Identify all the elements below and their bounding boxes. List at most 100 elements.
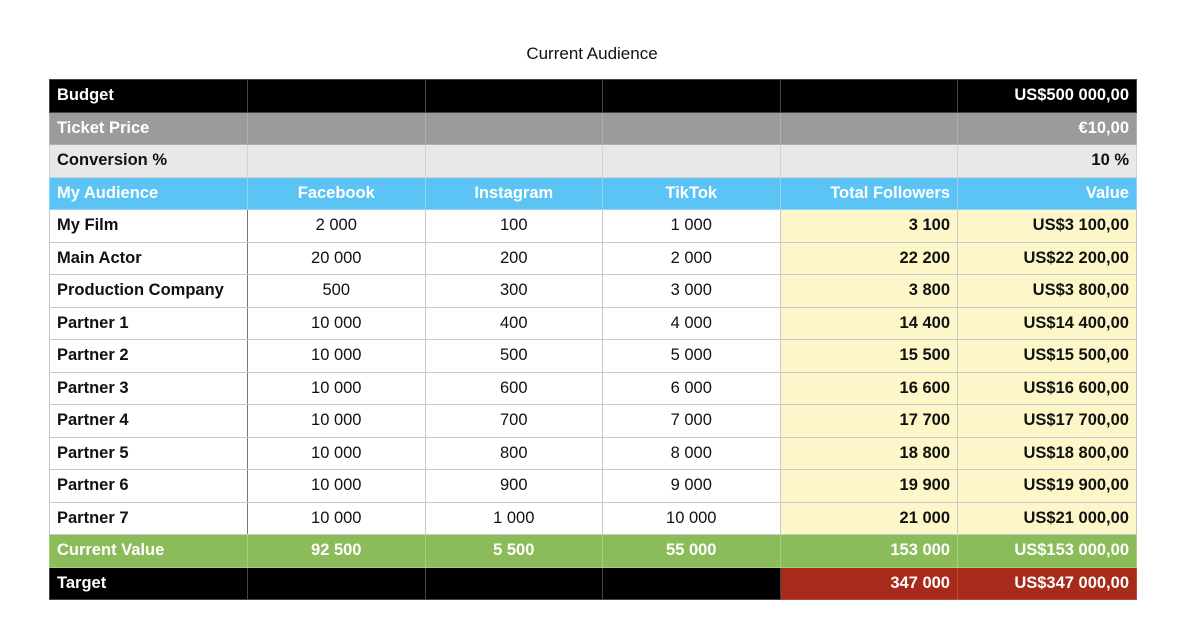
- current-value-cell[interactable]: US$153 000,00: [957, 534, 1137, 568]
- tiktok-cell[interactable]: 1 000: [602, 209, 781, 243]
- instagram-cell[interactable]: 600: [424, 371, 603, 405]
- current-total-followers-cell[interactable]: 153 000: [779, 534, 958, 568]
- instagram-cell[interactable]: 100: [424, 209, 603, 243]
- value-cell[interactable]: US$14 400,00: [957, 306, 1137, 340]
- facebook-cell[interactable]: 10 000: [247, 306, 426, 340]
- table-cell[interactable]: [424, 566, 603, 600]
- ticket-price-value[interactable]: €10,00: [957, 111, 1137, 145]
- table-cell[interactable]: [247, 566, 426, 600]
- table-row: Partner 7 10 000 1 000 10 000 21 000 US$…: [49, 501, 1137, 535]
- conversion-label[interactable]: Conversion %: [49, 144, 248, 178]
- total-followers-cell[interactable]: 22 200: [779, 241, 958, 275]
- facebook-cell[interactable]: 10 000: [247, 371, 426, 405]
- row-label[interactable]: Main Actor: [49, 241, 248, 275]
- table-cell[interactable]: [779, 79, 958, 113]
- target-value-cell[interactable]: US$347 000,00: [957, 566, 1137, 600]
- instagram-cell[interactable]: 200: [424, 241, 603, 275]
- budget-value[interactable]: US$500 000,00: [957, 79, 1137, 113]
- instagram-cell[interactable]: 400: [424, 306, 603, 340]
- table-cell[interactable]: [247, 111, 426, 145]
- table-cell[interactable]: [602, 79, 781, 113]
- tiktok-cell[interactable]: 7 000: [602, 404, 781, 438]
- facebook-cell[interactable]: 10 000: [247, 436, 426, 470]
- current-value-label[interactable]: Current Value: [49, 534, 248, 568]
- column-header-value[interactable]: Value: [957, 176, 1137, 210]
- tiktok-cell[interactable]: 6 000: [602, 371, 781, 405]
- value-cell[interactable]: US$18 800,00: [957, 436, 1137, 470]
- column-header-audience[interactable]: My Audience: [49, 176, 248, 210]
- total-followers-cell[interactable]: 19 900: [779, 469, 958, 503]
- table-cell[interactable]: [424, 79, 603, 113]
- column-header-instagram[interactable]: Instagram: [424, 176, 603, 210]
- row-label[interactable]: Production Company: [49, 274, 248, 308]
- facebook-cell[interactable]: 500: [247, 274, 426, 308]
- tiktok-cell[interactable]: 4 000: [602, 306, 781, 340]
- column-header-facebook[interactable]: Facebook: [247, 176, 426, 210]
- tiktok-cell[interactable]: 2 000: [602, 241, 781, 275]
- tiktok-cell[interactable]: 5 000: [602, 339, 781, 373]
- header-row: My Audience Facebook Instagram TikTok To…: [49, 176, 1137, 210]
- total-followers-cell[interactable]: 18 800: [779, 436, 958, 470]
- instagram-cell[interactable]: 500: [424, 339, 603, 373]
- row-label[interactable]: Partner 1: [49, 306, 248, 340]
- value-cell[interactable]: US$16 600,00: [957, 371, 1137, 405]
- row-label[interactable]: Partner 5: [49, 436, 248, 470]
- value-cell[interactable]: US$17 700,00: [957, 404, 1137, 438]
- instagram-cell[interactable]: 700: [424, 404, 603, 438]
- table-cell[interactable]: [779, 144, 958, 178]
- target-label[interactable]: Target: [49, 566, 248, 600]
- tiktok-cell[interactable]: 3 000: [602, 274, 781, 308]
- row-label[interactable]: Partner 3: [49, 371, 248, 405]
- facebook-cell[interactable]: 10 000: [247, 404, 426, 438]
- current-facebook-cell[interactable]: 92 500: [247, 534, 426, 568]
- column-header-total-followers[interactable]: Total Followers: [779, 176, 958, 210]
- total-followers-cell[interactable]: 16 600: [779, 371, 958, 405]
- table-row: Partner 1 10 000 400 4 000 14 400 US$14 …: [49, 306, 1137, 340]
- target-total-cell[interactable]: 347 000: [779, 566, 958, 600]
- table-cell[interactable]: [602, 566, 781, 600]
- total-followers-cell[interactable]: 17 700: [779, 404, 958, 438]
- total-followers-cell[interactable]: 3 100: [779, 209, 958, 243]
- conversion-value[interactable]: 10 %: [957, 144, 1137, 178]
- value-cell[interactable]: US$19 900,00: [957, 469, 1137, 503]
- row-label[interactable]: Partner 2: [49, 339, 248, 373]
- row-label[interactable]: My Film: [49, 209, 248, 243]
- value-cell[interactable]: US$22 200,00: [957, 241, 1137, 275]
- facebook-cell[interactable]: 10 000: [247, 339, 426, 373]
- total-followers-cell[interactable]: 3 800: [779, 274, 958, 308]
- total-followers-cell[interactable]: 21 000: [779, 501, 958, 535]
- instagram-cell[interactable]: 1 000: [424, 501, 603, 535]
- table-cell[interactable]: [424, 144, 603, 178]
- facebook-cell[interactable]: 10 000: [247, 469, 426, 503]
- tiktok-cell[interactable]: 9 000: [602, 469, 781, 503]
- instagram-cell[interactable]: 900: [424, 469, 603, 503]
- tiktok-cell[interactable]: 8 000: [602, 436, 781, 470]
- row-label[interactable]: Partner 4: [49, 404, 248, 438]
- instagram-cell[interactable]: 300: [424, 274, 603, 308]
- total-followers-cell[interactable]: 14 400: [779, 306, 958, 340]
- column-header-tiktok[interactable]: TikTok: [602, 176, 781, 210]
- row-label[interactable]: Partner 7: [49, 501, 248, 535]
- current-tiktok-cell[interactable]: 55 000: [602, 534, 781, 568]
- table-cell[interactable]: [602, 111, 781, 145]
- facebook-cell[interactable]: 2 000: [247, 209, 426, 243]
- budget-label[interactable]: Budget: [49, 79, 248, 113]
- table-cell[interactable]: [424, 111, 603, 145]
- tiktok-cell[interactable]: 10 000: [602, 501, 781, 535]
- current-instagram-cell[interactable]: 5 500: [424, 534, 603, 568]
- instagram-cell[interactable]: 800: [424, 436, 603, 470]
- value-cell[interactable]: US$3 100,00: [957, 209, 1137, 243]
- table-cell[interactable]: [779, 111, 958, 145]
- facebook-cell[interactable]: 10 000: [247, 501, 426, 535]
- value-cell[interactable]: US$21 000,00: [957, 501, 1137, 535]
- total-followers-cell[interactable]: 15 500: [779, 339, 958, 373]
- ticket-price-label[interactable]: Ticket Price: [49, 111, 248, 145]
- table-cell[interactable]: [602, 144, 781, 178]
- table-cell[interactable]: [247, 144, 426, 178]
- value-cell[interactable]: US$15 500,00: [957, 339, 1137, 373]
- facebook-cell[interactable]: 20 000: [247, 241, 426, 275]
- audience-table: Budget US$500 000,00 Ticket Price €10,00…: [49, 79, 1137, 600]
- row-label[interactable]: Partner 6: [49, 469, 248, 503]
- table-cell[interactable]: [247, 79, 426, 113]
- value-cell[interactable]: US$3 800,00: [957, 274, 1137, 308]
